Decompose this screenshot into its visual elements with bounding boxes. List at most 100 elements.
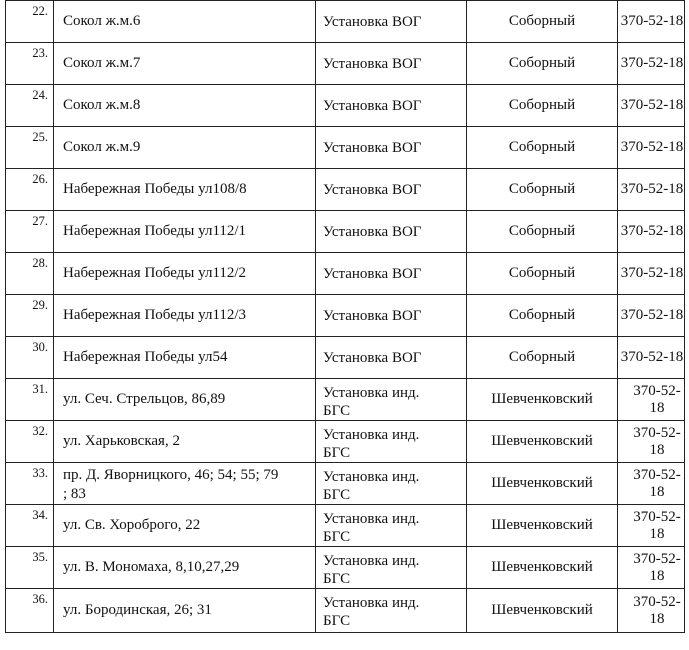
row-number: 31. (5, 378, 54, 421)
address-cell: ул. Св. Хороброго, 22 (53, 504, 316, 547)
phone-cell: 370-52-18 (617, 588, 685, 633)
table-row: 30. Набережная Победы ул54 Установка ВОГ… (5, 336, 685, 379)
works-table: 22. Сокол ж.м.6 Установка ВОГ Соборный 3… (5, 0, 685, 633)
address-cell: пр. Д. Яворницкого, 46; 54; 55; 79 ; 83 (53, 462, 316, 505)
table-row: 32. ул. Харьковская, 2 Установка инд. БГС… (5, 420, 685, 463)
work-type-line-1: Установка инд. (323, 553, 420, 569)
work-type-cell: Установка ВОГ (315, 168, 467, 211)
district-cell: Соборный (466, 42, 618, 85)
row-number: 24. (5, 84, 54, 127)
address-cell: ул. Сеч. Стрельцов, 86,89 (53, 378, 316, 421)
district-cell: Соборный (466, 168, 618, 211)
work-type-line-1: Установка инд. (323, 385, 420, 401)
row-number: 22. (5, 0, 54, 43)
table-row: 31. ул. Сеч. Стрельцов, 86,89 Установка … (5, 378, 685, 421)
work-type-line-1: Установка инд. (323, 595, 420, 611)
row-number: 29. (5, 294, 54, 337)
address-cell: Сокол ж.м.9 (53, 126, 316, 169)
work-type-cell: Установка инд. БГС (315, 588, 467, 633)
work-type-line-2: БГС (323, 487, 351, 503)
phone-cell: 370-52-18 (617, 378, 685, 421)
phone-cell: 370-52-18 (617, 420, 685, 463)
table-row: 23. Сокол ж.м.7 Установка ВОГ Соборный 3… (5, 42, 685, 85)
row-number: 26. (5, 168, 54, 211)
table-row: 33. пр. Д. Яворницкого, 46; 54; 55; 79 ; … (5, 462, 685, 505)
row-number: 33. (5, 462, 54, 505)
table-row: 27. Набережная Победы ул112/1 Установка … (5, 210, 685, 253)
work-type-line-1: Установка инд. (323, 469, 420, 485)
district-cell: Шевченковский (466, 588, 618, 633)
district-cell: Соборный (466, 0, 618, 43)
work-type-cell: Установка инд. БГС (315, 462, 467, 505)
phone-cell: 370-52-18 (617, 546, 685, 589)
work-type-cell: Установка ВОГ (315, 294, 467, 337)
address-cell: ул. Бородинская, 26; 31 (53, 588, 316, 633)
table-row: 28. Набережная Победы ул112/2 Установка … (5, 252, 685, 295)
work-type-cell: Установка ВОГ (315, 126, 467, 169)
district-cell: Соборный (466, 126, 618, 169)
work-type-cell: Установка инд. БГС (315, 420, 467, 463)
district-cell: Соборный (466, 336, 618, 379)
address-cell: Сокол ж.м.6 (53, 0, 316, 43)
address-line-1: пр. Д. Яворницкого, 46; 54; 55; 79 (63, 467, 279, 483)
phone-cell: 370-52-18 (617, 210, 685, 253)
address-cell: ул. В. Мономаха, 8,10,27,29 (53, 546, 316, 589)
row-number: 25. (5, 126, 54, 169)
work-type-cell: Установка инд. БГС (315, 504, 467, 547)
row-number: 30. (5, 336, 54, 379)
phone-cell: 370-52-18 (617, 126, 685, 169)
address-cell: Набережная Победы ул54 (53, 336, 316, 379)
table-row: 35. ул. В. Мономаха, 8,10,27,29 Установк… (5, 546, 685, 589)
phone-cell: 370-52-18 (617, 252, 685, 295)
district-cell: Шевченковский (466, 546, 618, 589)
row-number: 23. (5, 42, 54, 85)
district-cell: Соборный (466, 252, 618, 295)
row-number: 32. (5, 420, 54, 463)
work-type-cell: Установка ВОГ (315, 0, 467, 43)
address-cell: Набережная Победы ул112/2 (53, 252, 316, 295)
work-type-cell: Установка инд. БГС (315, 378, 467, 421)
table-row: 24. Сокол ж.м.8 Установка ВОГ Соборный 3… (5, 84, 685, 127)
phone-cell: 370-52-18 (617, 42, 685, 85)
table-row: 34. ул. Св. Хороброго, 22 Установка инд.… (5, 504, 685, 547)
address-cell: Набережная Победы ул112/1 (53, 210, 316, 253)
work-type-line-2: БГС (323, 445, 351, 461)
address-cell: Сокол ж.м.7 (53, 42, 316, 85)
work-type-cell: Установка инд. БГС (315, 546, 467, 589)
work-type-line-2: БГС (323, 571, 351, 587)
phone-cell: 370-52-18 (617, 84, 685, 127)
work-type-cell: Установка ВОГ (315, 210, 467, 253)
row-number: 28. (5, 252, 54, 295)
work-type-cell: Установка ВОГ (315, 252, 467, 295)
district-cell: Шевченковский (466, 420, 618, 463)
district-cell: Соборный (466, 84, 618, 127)
phone-cell: 370-52-18 (617, 462, 685, 505)
work-type-line-2: БГС (323, 403, 351, 419)
work-type-cell: Установка ВОГ (315, 84, 467, 127)
work-type-cell: Установка ВОГ (315, 336, 467, 379)
address-cell: ул. Харьковская, 2 (53, 420, 316, 463)
address-line-2: ; 83 (63, 486, 86, 502)
work-type-line-2: БГС (323, 529, 351, 545)
address-cell: Набережная Победы ул108/8 (53, 168, 316, 211)
district-cell: Шевченковский (466, 462, 618, 505)
phone-cell: 370-52-18 (617, 294, 685, 337)
phone-cell: 370-52-18 (617, 504, 685, 547)
work-type-line-1: Установка инд. (323, 427, 420, 443)
table-row: 29. Набережная Победы ул112/3 Установка … (5, 294, 685, 337)
table-row: 25. Сокол ж.м.9 Установка ВОГ Соборный 3… (5, 126, 685, 169)
phone-cell: 370-52-18 (617, 168, 685, 211)
row-number: 27. (5, 210, 54, 253)
district-cell: Соборный (466, 210, 618, 253)
district-cell: Соборный (466, 294, 618, 337)
row-number: 35. (5, 546, 54, 589)
table-row: 22. Сокол ж.м.6 Установка ВОГ Соборный 3… (5, 0, 685, 43)
district-cell: Шевченковский (466, 378, 618, 421)
address-cell: Сокол ж.м.8 (53, 84, 316, 127)
work-type-cell: Установка ВОГ (315, 42, 467, 85)
phone-cell: 370-52-18 (617, 0, 685, 43)
address-cell: Набережная Победы ул112/3 (53, 294, 316, 337)
row-number: 34. (5, 504, 54, 547)
row-number: 36. (5, 588, 54, 633)
work-type-line-1: Установка инд. (323, 511, 420, 527)
